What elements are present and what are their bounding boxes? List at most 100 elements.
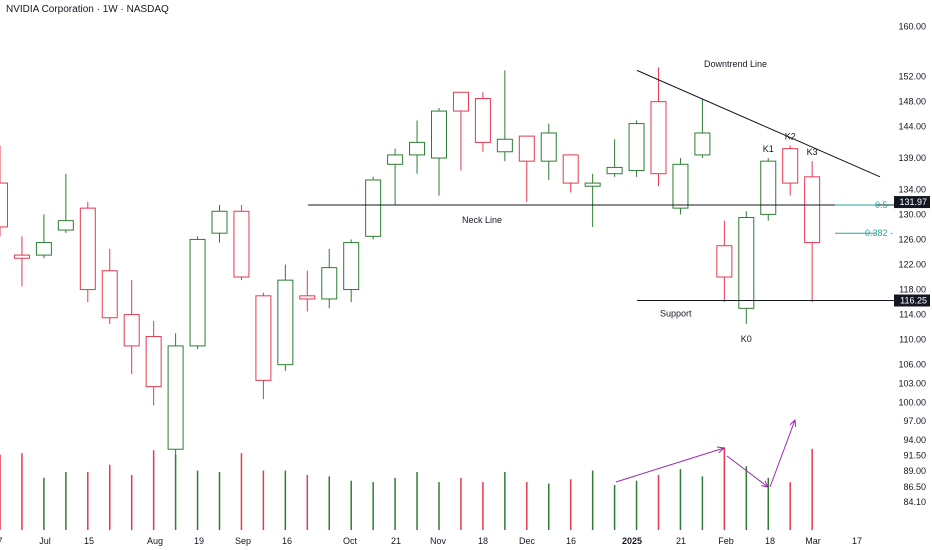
- y-tick-label: 144.00: [898, 122, 926, 132]
- x-tick-label: Dec: [519, 536, 536, 546]
- candle-body: [518, 135, 535, 162]
- candle-body: [672, 163, 689, 209]
- x-tick-label: Sep: [235, 536, 251, 546]
- y-tick-label: 134.00: [898, 184, 926, 194]
- candle-body: [123, 314, 140, 347]
- candle-body: [606, 166, 623, 175]
- y-tick-label: 103.00: [898, 378, 926, 388]
- x-tick-label: 16: [282, 536, 292, 546]
- candle-body: [760, 160, 777, 215]
- y-tick-label: 86.50: [903, 482, 926, 492]
- candle-body: [13, 254, 30, 259]
- volume-trend-arrow: [769, 419, 796, 488]
- x-tick-label: Oct: [343, 536, 358, 546]
- y-tick-label: 118.00: [899, 285, 926, 295]
- y-tick-label: 160.00: [898, 22, 926, 32]
- x-tick-label: 19: [194, 536, 204, 546]
- candle-body: [79, 207, 96, 291]
- x-tick-label: Aug: [147, 536, 163, 546]
- arrow-head: [789, 418, 797, 428]
- y-tick-label: 94.00: [903, 435, 926, 445]
- candle-body: [474, 98, 491, 143]
- candle-body: [387, 154, 404, 165]
- candle-body: [409, 141, 426, 156]
- downtrend-label: Downtrend Line: [704, 59, 767, 69]
- x-tick-label: 16: [566, 536, 576, 546]
- volume-trend-arrow: [615, 447, 725, 483]
- candle-body: [299, 295, 316, 300]
- x-tick-label: 15: [84, 536, 94, 546]
- x-tick-label: Feb: [718, 536, 734, 546]
- x-tick-label: 18: [765, 536, 775, 546]
- candle-body: [650, 101, 667, 175]
- candle-body: [716, 245, 733, 278]
- y-tick-label: 114.00: [899, 310, 926, 320]
- downtrend-line: [636, 69, 881, 178]
- x-tick-label: Mar: [805, 536, 821, 546]
- price-tag: [894, 294, 930, 307]
- arrow-head: [761, 480, 769, 488]
- candle-body: [452, 91, 469, 112]
- fib-level-label: 0.5 -: [875, 200, 893, 210]
- candle-body: [431, 110, 447, 159]
- y-tick-label: 84.10: [903, 497, 926, 507]
- candle-body: [365, 179, 382, 237]
- x-tick-label: Nov: [430, 536, 447, 546]
- candle-body: [233, 210, 250, 278]
- price-tag-label: 116.25: [900, 296, 927, 306]
- price-tag: [894, 196, 930, 209]
- candle-body: [540, 132, 557, 162]
- candle-body: [189, 238, 206, 347]
- candle-label: K3: [807, 147, 818, 157]
- y-tick-label: 97.00: [903, 416, 926, 426]
- candle-body: [694, 132, 711, 156]
- y-tick-label: 100.00: [898, 397, 926, 407]
- candle-label: K2: [785, 132, 796, 142]
- candle-body: [35, 242, 52, 256]
- y-tick-label: 152.00: [898, 72, 926, 82]
- candle-body: [211, 210, 228, 234]
- volume-trend-arrow: [726, 455, 769, 488]
- candle-body: [782, 148, 799, 184]
- candle-label: K0: [741, 334, 752, 344]
- x-tick-label: 17: [852, 536, 862, 546]
- x-tick-label: 21: [391, 536, 401, 546]
- candle-body: [562, 154, 579, 184]
- x-tick-label: 21: [676, 536, 686, 546]
- candle-body: [496, 138, 513, 153]
- x-tick-label: 7: [0, 536, 3, 546]
- y-tick-label: 110.00: [899, 335, 926, 345]
- price-tag-label: 131.97: [899, 197, 927, 207]
- y-tick-label: 126.00: [898, 234, 926, 244]
- candle-body: [343, 242, 360, 291]
- candle-label: K1: [763, 144, 774, 154]
- chart-title: NVIDIA Corporation · 1W · NASDAQ: [6, 4, 169, 15]
- y-tick-label: 91.50: [903, 451, 926, 461]
- x-tick-label: 2025: [622, 536, 642, 546]
- y-tick-label: 130.00: [898, 209, 926, 219]
- candle-body: [167, 345, 184, 450]
- candle-body: [277, 279, 294, 366]
- x-tick-label: 18: [478, 536, 488, 546]
- y-tick-label: 139.00: [898, 153, 926, 163]
- y-tick-label: 89.00: [903, 466, 926, 476]
- y-tick-label: 148.00: [898, 97, 926, 107]
- x-tick-label: Jul: [39, 536, 51, 546]
- candle-body: [255, 295, 272, 381]
- candle-body: [57, 220, 74, 231]
- y-tick-label: 122.00: [898, 260, 926, 270]
- candle-body: [738, 217, 755, 309]
- candle-body: [804, 176, 821, 244]
- candle-body: [628, 123, 645, 172]
- neck-line-label: Neck Line: [462, 215, 502, 225]
- candle-body: [145, 336, 162, 388]
- candle-body: [584, 182, 601, 187]
- y-tick-label: 106.00: [898, 360, 926, 370]
- support-label: Support: [660, 309, 692, 319]
- candle-body: [0, 182, 8, 228]
- fib-level-label: 0.382 -: [865, 228, 893, 238]
- candle-body: [321, 267, 338, 300]
- arrow-head: [717, 446, 726, 454]
